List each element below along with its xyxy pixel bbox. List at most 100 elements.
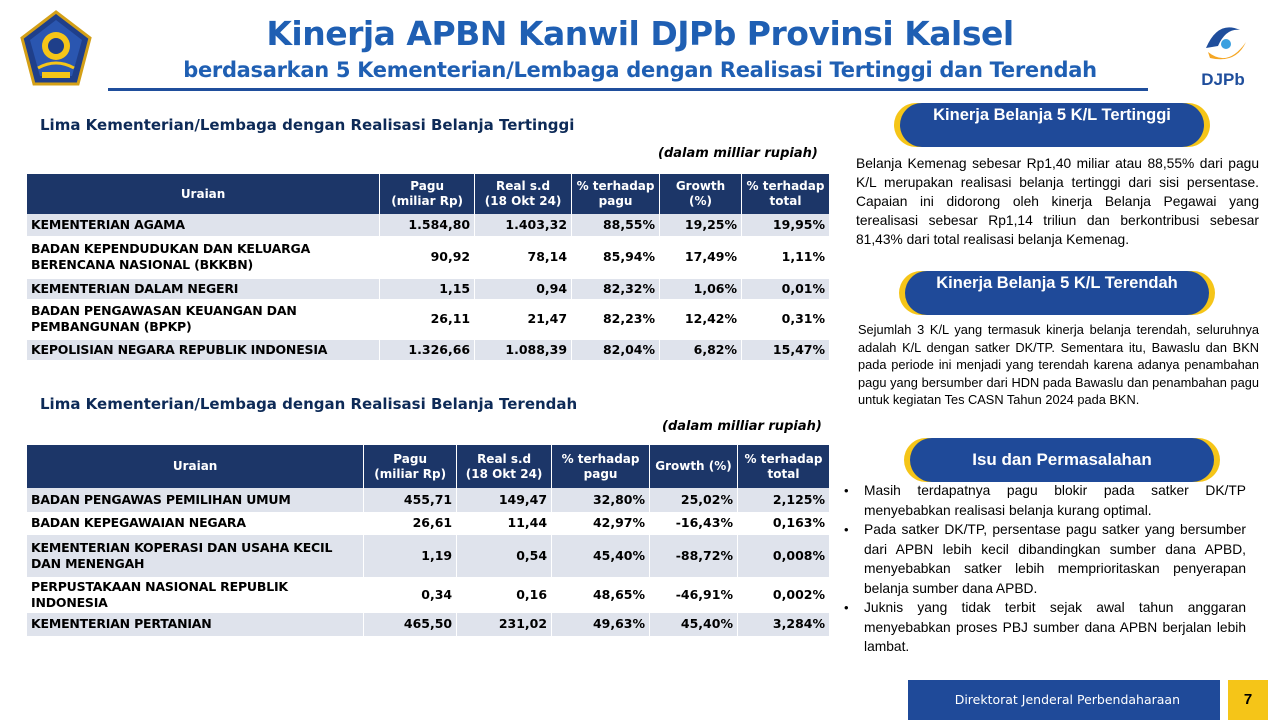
page-subtitle: berdasarkan 5 Kementerian/Lembaga dengan… — [183, 58, 1097, 82]
panel-issues-heading: Isu dan Permasalahan — [910, 438, 1214, 482]
cell-real: 78,14 — [474, 236, 573, 279]
header-label: (18 Okt 24) — [465, 466, 543, 481]
cell-pct-pagu: 82,23% — [571, 299, 661, 340]
row-name: BADAN KEPEGAWAIAN NEGARA — [27, 512, 365, 535]
cell-real: 231,02 — [456, 612, 553, 637]
cell-growth: -16,43% — [649, 512, 738, 535]
table-row: BADAN PENGAWASAN KEUANGAN DAN PEMBANGUNA… — [27, 299, 830, 340]
col-pct-total: % terhadap total — [741, 174, 830, 214]
cell-growth: -88,72% — [649, 534, 738, 578]
cell-growth: 17,49% — [659, 236, 742, 279]
issues-list: Masih terdapatnya pagu blokir pada satke… — [842, 481, 1246, 657]
cell-pct-total: 19,95% — [741, 214, 830, 237]
cell-pct-total: 15,47% — [741, 339, 830, 361]
djpb-logo-text: DJPb — [1201, 70, 1245, 89]
cell-pct-pagu: 85,94% — [571, 236, 661, 279]
cell-pct-total: 0,163% — [737, 512, 831, 535]
cell-pct-total: 0,002% — [737, 577, 831, 613]
cell-pct-total: 2,125% — [737, 488, 831, 513]
header-label: pagu — [583, 466, 618, 481]
cell-growth: 25,02% — [649, 488, 738, 513]
cell-real: 1.403,32 — [474, 214, 573, 237]
col-real: Real s.d (18 Okt 24) — [474, 174, 573, 214]
row-name: BADAN PENGAWASAN KEUANGAN DAN PEMBANGUNA… — [27, 299, 381, 340]
table-row: PERPUSTAKAAN NASIONAL REPUBLIK INDONESIA… — [27, 577, 831, 613]
footer-org: Direktorat Jenderal Perbendaharaan — [908, 680, 1220, 720]
issue-item: Masih terdapatnya pagu blokir pada satke… — [842, 481, 1246, 520]
cell-real: 11,44 — [456, 512, 553, 535]
cell-pagu: 1.584,80 — [379, 214, 476, 237]
cell-real: 149,47 — [456, 488, 553, 513]
cell-pct-total: 0,008% — [737, 534, 831, 578]
header-label: (miliar Rp) — [391, 194, 464, 208]
col-real: Real s.d (18 Okt 24) — [456, 445, 553, 488]
row-name: BADAN PENGAWAS PEMILIHAN UMUM — [27, 488, 365, 513]
cell-pct-pagu: 42,97% — [551, 512, 651, 535]
row-name: KEPOLISIAN NEGARA REPUBLIK INDONESIA — [27, 339, 381, 361]
table-row: KEMENTERIAN DALAM NEGERI 1,15 0,94 82,32% 1,… — [27, 278, 830, 300]
table-row: BADAN KEPENDUDUKAN DAN KELUARGA BERENCAN… — [27, 236, 830, 279]
bottom-table: Uraian Pagu (miliar Rp) Real s.d (18 Okt 2… — [27, 445, 831, 637]
cell-pct-pagu: 82,32% — [571, 278, 661, 300]
issue-item: Juknis yang tidak terbit sejak awal tahu… — [842, 598, 1246, 657]
table-row: KEMENTERIAN PERTANIAN 465,50 231,02 49,63% 4… — [27, 612, 831, 637]
cell-pagu: 26,11 — [379, 299, 476, 340]
col-pct-pagu: % terhadap pagu — [551, 445, 651, 488]
cell-growth: 1,06% — [659, 278, 742, 300]
panel-top-heading: Kinerja Belanja 5 K/L Tertinggi — [900, 103, 1204, 147]
header-label: (miliar Rp) — [374, 466, 447, 481]
issue-item: Pada satker DK/TP, persentase pagu satke… — [842, 520, 1246, 598]
cell-real: 0,54 — [456, 534, 553, 578]
cell-pct-pagu: 49,63% — [551, 612, 651, 637]
page-number: 7 — [1228, 680, 1268, 720]
row-name: KEMENTERIAN AGAMA — [27, 214, 381, 237]
col-pct-total: % terhadap total — [737, 445, 831, 488]
top-table: Uraian Pagu (miliar Rp) Real s.d (18 Okt 2… — [27, 174, 830, 361]
top-section-title: Lima Kementerian/Lembaga dengan Realisas… — [40, 116, 575, 134]
cell-growth: 12,42% — [659, 299, 742, 340]
table-row: BADAN KEPEGAWAIAN NEGARA 26,61 11,44 42,97%… — [27, 512, 831, 535]
page-title: Kinerja APBN Kanwil DJPb Provinsi Kalsel — [266, 14, 1014, 53]
header-label: % terhadap — [744, 451, 823, 466]
cell-pct-pagu: 82,04% — [571, 339, 661, 361]
row-name: KEMENTERIAN DALAM NEGERI — [27, 278, 381, 300]
cell-pagu: 455,71 — [363, 488, 458, 513]
col-pagu: Pagu (miliar Rp) — [363, 445, 458, 488]
cell-pagu: 1,19 — [363, 534, 458, 578]
table-row: KEMENTERIAN AGAMA 1.584,80 1.403,32 88,55% 1… — [27, 214, 830, 237]
header-label: Real s.d — [477, 451, 532, 466]
cell-real: 0,94 — [474, 278, 573, 300]
cell-pct-total: 3,284% — [737, 612, 831, 637]
bottom-unit-note: (dalam milliar rupiah) — [662, 419, 822, 434]
cell-pct-pagu: 45,40% — [551, 534, 651, 578]
table-row: KEPOLISIAN NEGARA REPUBLIK INDONESIA 1.32… — [27, 339, 830, 361]
header-label: total — [769, 194, 802, 208]
header-label: (18 Okt 24) — [484, 194, 562, 208]
panel-top-text: Belanja Kemenag sebesar Rp1,40 miliar at… — [856, 156, 1259, 247]
col-pct-pagu: % terhadap pagu — [571, 174, 661, 214]
col-growth: Growth (%) — [659, 174, 742, 214]
cell-growth: 19,25% — [659, 214, 742, 237]
cell-real: 1.088,39 — [474, 339, 573, 361]
col-growth: Growth (%) — [649, 445, 738, 488]
cell-pct-pagu: 48,65% — [551, 577, 651, 613]
col-uraian: Uraian — [27, 174, 381, 214]
cell-growth: 6,82% — [659, 339, 742, 361]
panel-low-heading: Kinerja Belanja 5 K/L Terendah — [905, 271, 1209, 315]
title-underline — [108, 88, 1148, 91]
cell-pct-total: 1,11% — [741, 236, 830, 279]
cell-real: 21,47 — [474, 299, 573, 340]
kemenkeu-logo — [20, 10, 92, 88]
cell-growth: -46,91% — [649, 577, 738, 613]
cell-pagu: 26,61 — [363, 512, 458, 535]
header-label: pagu — [598, 194, 633, 208]
cell-growth: 45,40% — [649, 612, 738, 637]
header-label: Pagu — [393, 451, 427, 466]
row-name: PERPUSTAKAAN NASIONAL REPUBLIK INDONESIA — [27, 577, 365, 613]
row-name: KEMENTERIAN KOPERASI DAN USAHA KECIL DAN… — [27, 534, 365, 578]
top-unit-note: (dalam milliar rupiah) — [658, 146, 818, 161]
table-row: BADAN PENGAWAS PEMILIHAN UMUM 455,71 149,4… — [27, 488, 831, 513]
top-table-header: Uraian Pagu (miliar Rp) Real s.d (18 Okt 2… — [27, 174, 830, 214]
cell-real: 0,16 — [456, 577, 553, 613]
header-label: total — [767, 466, 800, 481]
